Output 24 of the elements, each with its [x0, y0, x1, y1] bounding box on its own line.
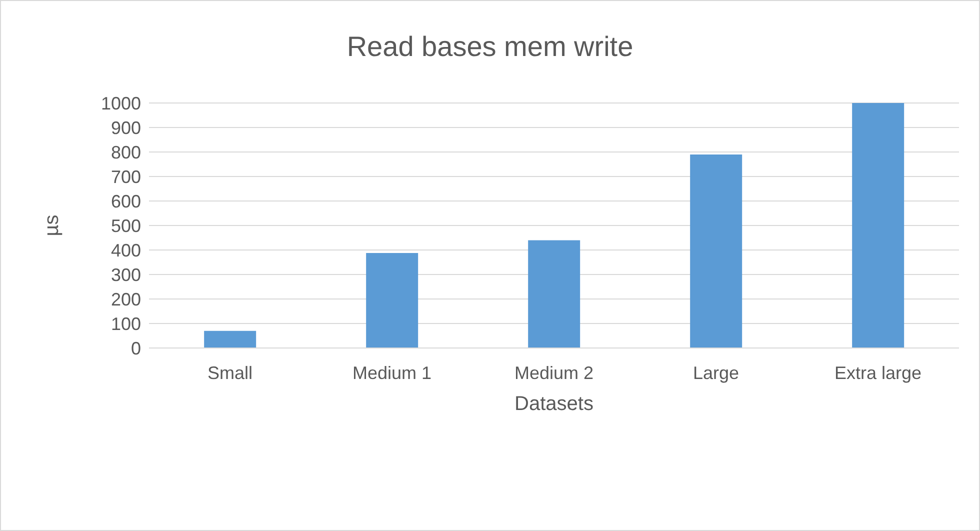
y-tick-label: 400	[110, 240, 141, 260]
x-axis-title: Datasets	[514, 393, 594, 415]
y-tick-label: 600	[110, 191, 141, 212]
bar	[366, 252, 418, 348]
y-tick-label: 900	[110, 118, 141, 138]
y-tick-label: 0	[130, 338, 141, 358]
x-tick-label: Large	[692, 362, 740, 383]
bar	[852, 103, 904, 348]
y-tick-label: 500	[110, 216, 141, 236]
bar	[204, 330, 256, 348]
y-tick-label: 800	[110, 142, 141, 162]
x-tick-label: Medium 1	[352, 362, 432, 383]
chart-title: Read bases mem write	[346, 31, 634, 63]
x-tick-label: Medium 2	[514, 362, 594, 383]
bar	[528, 240, 580, 348]
y-axis-title: µs	[41, 214, 64, 236]
y-tick-label: 200	[110, 289, 141, 310]
x-tick-label: Small	[207, 362, 253, 383]
y-tick-label: 700	[110, 166, 141, 187]
y-tick-label: 1000	[100, 93, 141, 114]
x-tick-label: Extra large	[834, 362, 922, 383]
y-tick-label: 300	[110, 264, 141, 285]
bar	[690, 154, 742, 348]
y-tick-label: 100	[110, 314, 141, 334]
